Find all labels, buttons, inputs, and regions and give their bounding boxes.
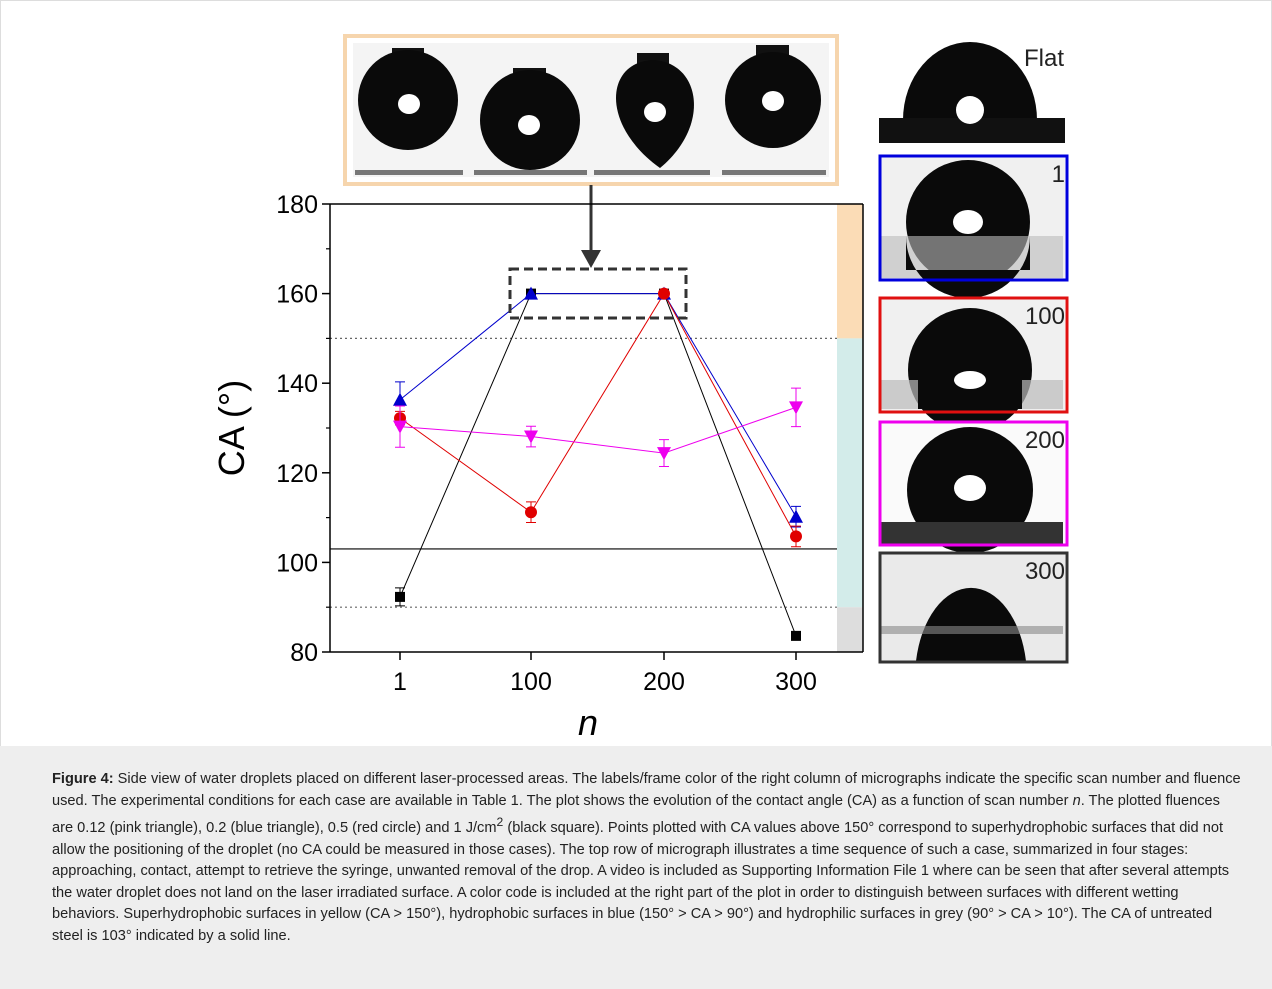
substrate xyxy=(355,170,463,175)
micrograph-label: 1 xyxy=(1052,161,1065,188)
x-tick-label: 1 xyxy=(393,668,407,696)
micrograph-label: 300 xyxy=(1025,558,1065,585)
right-micrographs: Flat 1 100 200 300 xyxy=(878,40,1069,664)
data-point xyxy=(658,287,670,300)
y-tick-label: 100 xyxy=(276,549,318,577)
wetting-band xyxy=(837,607,863,652)
micrograph-frame xyxy=(878,296,1069,414)
caption: Figure 4: Side view of water droplets pl… xyxy=(0,746,1272,989)
x-tick-label: 100 xyxy=(510,668,552,696)
y-tick-label: 140 xyxy=(276,370,318,398)
x-axis-label: n xyxy=(578,702,598,743)
y-tick-label: 120 xyxy=(276,460,318,488)
series-line xyxy=(399,293,797,637)
substrate xyxy=(881,522,1063,544)
data-point xyxy=(524,430,538,444)
highlight xyxy=(518,115,540,135)
series-line xyxy=(399,406,797,454)
series-line xyxy=(399,293,797,517)
wetting-band xyxy=(837,338,863,608)
data-point xyxy=(657,447,671,461)
top-micrographs xyxy=(343,34,839,186)
micrograph-label: Flat xyxy=(1024,45,1064,72)
micrograph-label: 100 xyxy=(1025,303,1065,330)
micrograph-label: 200 xyxy=(1025,427,1065,454)
plot: 80 100 120 140 160 180 1 100 200 300 CA (°) n xyxy=(211,191,864,743)
data-point xyxy=(525,506,537,519)
micrograph-frame xyxy=(878,420,1069,547)
droplet xyxy=(903,42,1037,120)
figure: Flat 1 100 200 300 80 100 120 140 160 180 1 100 200 3… xyxy=(0,0,1272,746)
y-tick-label: 180 xyxy=(276,191,318,219)
y-axis-label: CA (°) xyxy=(211,380,252,476)
highlight xyxy=(953,210,983,234)
data-point xyxy=(789,401,803,415)
caption-text: (black square). Points plotted with CA v… xyxy=(52,820,1230,945)
highlight xyxy=(954,371,986,389)
data-point xyxy=(524,286,538,300)
micrograph-frame xyxy=(878,551,1069,664)
x-tick-label: 200 xyxy=(643,668,685,696)
arrowhead xyxy=(581,250,601,268)
y-tick-label: 160 xyxy=(276,281,318,309)
wetting-band xyxy=(837,204,863,339)
highlight xyxy=(644,102,666,122)
substrate xyxy=(474,170,587,175)
highlight xyxy=(398,94,420,114)
data-point xyxy=(789,509,803,523)
x-tick-label: 300 xyxy=(775,668,817,696)
series-line xyxy=(399,292,797,537)
caption-italic: n xyxy=(1072,792,1081,809)
substrate xyxy=(881,626,1063,634)
data-point xyxy=(393,420,407,434)
highlight xyxy=(954,475,986,501)
substrate xyxy=(594,170,710,175)
caption-text: . The plotted fluences are 0.12 (pink tr… xyxy=(52,792,1220,837)
data-point xyxy=(395,591,405,602)
caption-label: Figure 4: xyxy=(52,771,114,787)
caption-text: Side view of water droplets placed on di… xyxy=(52,771,1241,809)
caption-sup: 2 xyxy=(496,815,504,830)
highlight-box xyxy=(508,267,688,320)
data-point xyxy=(791,630,801,641)
droplet-base xyxy=(906,236,1030,298)
substrate xyxy=(722,170,826,175)
y-tick-label: 80 xyxy=(290,639,318,667)
droplet xyxy=(916,587,1026,661)
highlight xyxy=(762,91,784,111)
micrograph-frame xyxy=(878,154,1069,282)
data-point xyxy=(790,530,802,543)
highlight xyxy=(956,96,984,124)
data-point xyxy=(393,392,407,406)
